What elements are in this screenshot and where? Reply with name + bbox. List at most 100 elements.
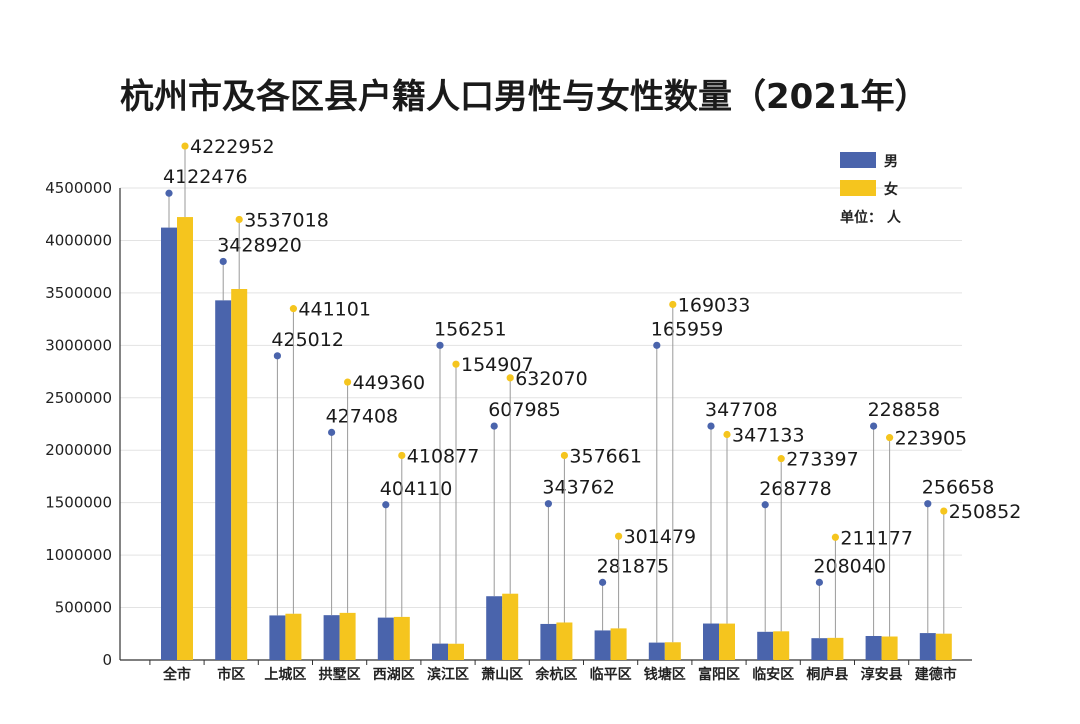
data-label-female-拱墅区: 449360 <box>353 372 426 394</box>
leader-dot <box>940 507 948 515</box>
bar-male-余杭区 <box>540 623 557 660</box>
bar-female-淳安县 <box>881 636 898 660</box>
bars <box>161 217 952 660</box>
leader-dot <box>328 428 336 436</box>
data-label-male-余杭区: 343762 <box>542 477 615 499</box>
leader-dot <box>490 422 498 430</box>
y-tick-label: 4500000 <box>45 179 112 197</box>
leader-dot <box>273 352 281 360</box>
leader-dot <box>723 430 731 439</box>
data-label-female-临安区: 273397 <box>786 449 859 471</box>
data-label-female-萧山区: 632070 <box>515 368 588 390</box>
x-tick-label-西湖区: 西湖区 <box>373 667 415 683</box>
data-label-male-拱墅区: 427408 <box>326 405 399 427</box>
x-axis: 全市 市区 上城区 拱墅区 西湖区 滨江区 萧山区 余杭区 临平区 钱塘区 富阳区 临安区 桐庐县 淳安县… <box>120 659 972 683</box>
x-tick-label-滨江区: 滨江区 <box>427 666 469 683</box>
data-label-male-建德市: 256658 <box>922 477 995 499</box>
x-tick-label-桐庐县: 桐庐县 <box>806 666 848 683</box>
data-label-male-临安区: 268778 <box>759 478 832 500</box>
data-label-female-滨江区: 154907 <box>461 354 534 376</box>
leader-dot <box>831 533 840 541</box>
x-tick-label-建德市: 建德市 <box>915 666 957 683</box>
y-tick-label: 2500000 <box>45 389 112 407</box>
data-label-male-西湖区: 404110 <box>380 478 453 500</box>
leader-dot <box>761 501 769 509</box>
leader-dot <box>707 422 715 430</box>
x-tick-label-市区: 市区 <box>217 666 245 683</box>
data-label-male-市区: 3428920 <box>217 234 302 256</box>
data-label-female-淳安县: 223905 <box>895 428 968 450</box>
chart-title: 杭州市及各区县户籍人口男性与女性数量（2021年） <box>120 77 929 117</box>
leader-dot <box>669 300 677 309</box>
leader-dot <box>815 578 824 586</box>
x-tick-label-临平区: 临平区 <box>590 666 632 683</box>
data-label-female-上城区: 441101 <box>298 299 371 321</box>
bar-male-淳安县 <box>865 635 882 660</box>
legend-label-male: 男 <box>884 154 898 170</box>
bar-female-西湖区 <box>393 616 410 660</box>
bar-female-全市 <box>177 217 193 660</box>
data-labels: 4122476 3428920 425012 427408 404110 156251 60… <box>163 136 1021 644</box>
data-label-female-余杭区: 357661 <box>569 445 642 467</box>
bar-female-萧山区 <box>502 593 519 660</box>
data-label-male-钱塘区: 165959 <box>651 318 724 340</box>
y-axis: 0 500000 1000000 1500000 2000000 2500000 30000… <box>45 179 121 669</box>
data-label-female-桐庐县: 211177 <box>840 527 913 549</box>
leader-dot <box>599 578 607 586</box>
leader-dot <box>344 378 352 386</box>
bar-male-市区 <box>215 300 232 660</box>
y-tick-label: 1000000 <box>45 546 112 564</box>
data-label-female-建德市: 250852 <box>949 501 1022 523</box>
leader-dot <box>165 189 173 197</box>
data-label-female-西湖区: 410877 <box>407 445 480 467</box>
leader-dot <box>436 341 444 349</box>
y-tick-label: 2000000 <box>45 441 112 459</box>
leader-dot <box>452 360 460 368</box>
bar-male-西湖区 <box>377 617 394 660</box>
data-label-female-市区: 3537018 <box>244 209 329 231</box>
leader-dot <box>506 374 514 382</box>
bar-male-临安区 <box>757 631 774 660</box>
x-tick-label-萧山区: 萧山区 <box>481 666 523 683</box>
data-label-male-临平区: 281875 <box>597 555 670 577</box>
y-tick-label: 3000000 <box>45 336 112 354</box>
legend: 男 女 单位： 人 <box>840 152 902 226</box>
bar-female-临平区 <box>610 628 627 660</box>
bar-male-拱墅区 <box>323 615 340 660</box>
data-label-male-淳安县: 228858 <box>868 399 941 421</box>
y-tick-label: 3500000 <box>45 284 112 302</box>
bar-female-余杭区 <box>556 622 573 660</box>
data-label-male-全市: 4122476 <box>163 166 248 188</box>
leader-dot <box>398 451 406 460</box>
bar-male-桐庐县 <box>811 638 828 660</box>
leader-dot <box>870 422 878 430</box>
y-tick-label: 1500000 <box>45 494 112 512</box>
x-tick-label-全市: 全市 <box>162 666 191 683</box>
bar-female-建德市 <box>935 633 952 660</box>
leader-dot <box>560 451 569 460</box>
leader-dot <box>382 501 390 509</box>
leader-dot <box>289 305 297 313</box>
gridlines <box>120 187 962 609</box>
x-tick-label-上城区: 上城区 <box>264 666 306 683</box>
bar-female-拱墅区 <box>339 612 356 660</box>
x-tick-label-钱塘区: 钱塘区 <box>644 666 686 683</box>
bar-male-钱塘区 <box>648 642 665 660</box>
bar-female-桐庐县 <box>827 637 844 660</box>
bar-male-富阳区 <box>703 623 719 660</box>
bar-female-富阳区 <box>719 623 735 660</box>
y-tick-label: 4000000 <box>45 231 112 249</box>
bar-male-萧山区 <box>486 596 503 660</box>
leader-dot <box>777 455 785 463</box>
data-label-male-萧山区: 607985 <box>488 399 561 421</box>
data-label-male-滨江区: 156251 <box>434 318 507 340</box>
bar-female-临安区 <box>773 631 790 660</box>
leader-dot <box>544 500 553 508</box>
data-label-male-上城区: 425012 <box>271 329 344 351</box>
y-tick-label: 500000 <box>55 599 112 617</box>
bar-male-建德市 <box>919 633 936 660</box>
bar-female-钱塘区 <box>664 642 681 660</box>
y-tick-label: 0 <box>102 651 112 669</box>
x-tick-label-淳安县: 淳安县 <box>861 666 903 683</box>
